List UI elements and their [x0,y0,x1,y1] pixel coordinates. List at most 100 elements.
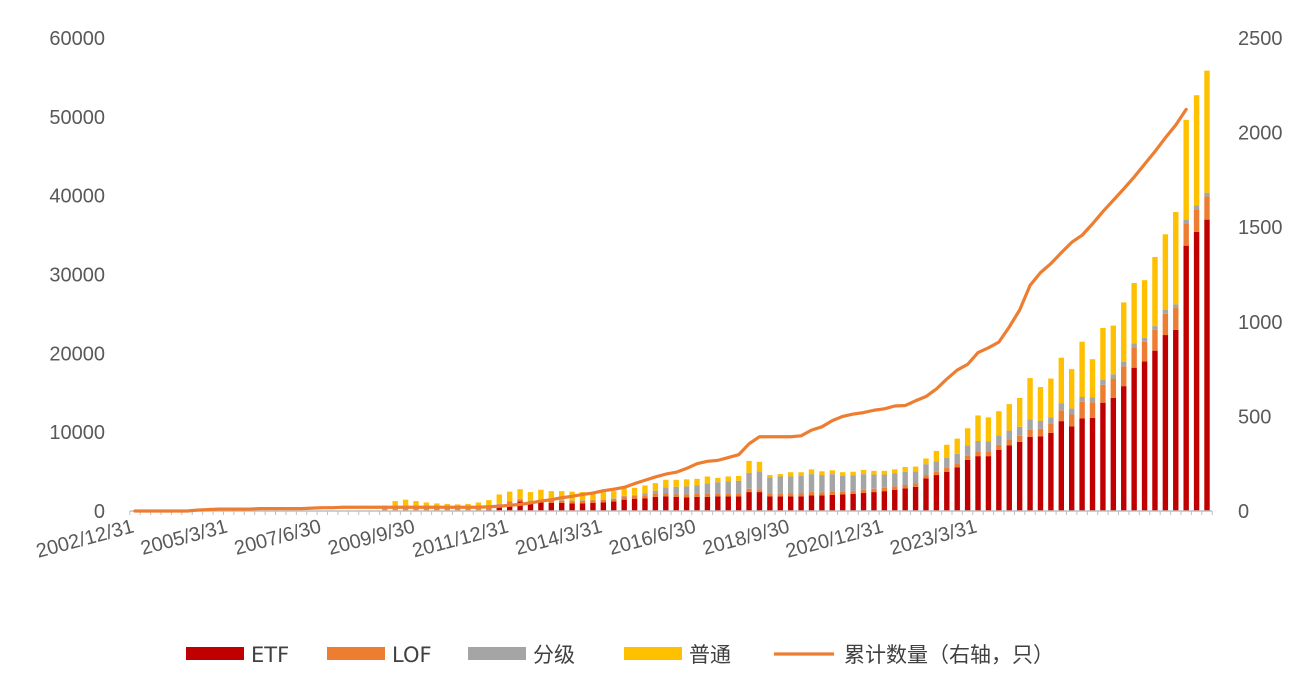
bar-lof-97 [1141,341,1148,362]
bar-lof-72 [881,487,888,492]
bar-lof-60 [756,489,763,493]
bar-graded-24 [382,508,388,510]
bar-etf-48 [631,498,638,511]
legend-label-etf: ETF [251,643,289,667]
bar-lof-64 [798,493,804,497]
bar-regular-80 [964,428,971,446]
bar-graded-53 [683,486,690,495]
bar-lof-100 [1173,308,1179,330]
bar-regular-60 [756,461,763,472]
bar-regular-57 [725,476,731,482]
bar-etf-84 [1006,445,1012,511]
bar-etf-46 [611,501,617,511]
legend: ETF LOF 分级 普通 累计数量（右轴，只） [186,643,1054,667]
bar-lof-70 [860,489,867,494]
bar-lof-37 [517,499,523,502]
bar-lof-65 [808,492,815,496]
bar-lof-85 [1016,435,1023,442]
bar-regular-69 [850,471,856,476]
bar-graded-94 [1110,374,1117,379]
bar-etf-57 [725,496,731,511]
bar-etf-70 [860,493,867,511]
bar-etf-37 [517,501,523,511]
bar-etf-63 [787,496,794,511]
bar-lof-99 [1162,313,1169,336]
bar-lof-81 [975,451,981,457]
bar-lof-59 [746,488,752,493]
bar-lof-61 [767,493,773,497]
bar-etf-66 [819,495,825,511]
bar-regular-85 [1016,397,1023,427]
bar-lof-74 [902,484,908,489]
bar-graded-57 [725,481,731,494]
bar-etf-50 [652,496,659,511]
bar-regular-100 [1173,212,1179,305]
bar-etf-83 [996,449,1002,511]
bar-etf-62 [777,496,783,511]
bar-etf-58 [735,496,742,511]
bar-graded-69 [850,475,856,492]
bar-regular-64 [798,472,804,476]
bar-graded-68 [840,476,846,492]
bar-graded-84 [1006,430,1012,440]
legend-label-cumulative: 累计数量（右轴，只） [844,643,1054,667]
bar-graded-55 [704,483,711,494]
bar-etf-47 [621,499,627,511]
bar-graded-79 [954,453,960,464]
bar-etf-49 [642,498,648,511]
bar-lof-102 [1193,209,1200,232]
bar-graded-90 [1068,408,1075,415]
bar-graded-82 [985,441,992,452]
x-tick-label: 2014/3/31 [513,516,605,560]
bar-etf-64 [798,496,804,511]
bar-regular-66 [819,471,825,476]
bar-graded-92 [1089,397,1096,403]
y-right-tick-label: 1500 [1238,217,1283,239]
bar-regular-38 [527,492,534,501]
bar-regular-98 [1152,257,1158,327]
y-right-tick-label: 0 [1238,501,1249,523]
x-tick-label: 2009/9/30 [326,516,418,560]
bar-graded-74 [902,471,908,485]
bar-regular-75 [912,466,919,472]
bar-graded-95 [1121,362,1127,367]
bar-regular-45 [600,492,607,500]
x-axis-labels: 2002/12/31 2005/3/31 2007/6/30 2009/9/30201… [34,516,979,563]
bar-lof-66 [819,492,825,496]
bar-etf-65 [808,495,815,511]
bar-etf-51 [663,496,669,511]
bar-etf-76 [923,478,929,511]
bar-etf-43 [579,503,586,511]
bar-etf-68 [840,494,846,511]
legend-label-graded: 分级 [533,643,575,667]
bar-lof-49 [642,495,648,499]
bar-lof-77 [933,471,940,476]
bar-graded-102 [1193,205,1200,210]
bar-lof-58 [735,493,742,497]
bar-graded-72 [881,474,888,488]
bar-graded-101 [1183,219,1189,224]
bar-regular-90 [1068,369,1075,409]
bar-lof-79 [954,463,960,468]
bar-etf-72 [881,491,888,511]
bar-etf-54 [694,496,700,511]
bar-lof-42 [569,501,575,504]
bar-regular-51 [663,479,669,488]
bar-etf-41 [559,502,565,511]
bar-lof-87 [1037,428,1044,437]
bar-regular-96 [1131,283,1137,344]
bar-regular-65 [808,469,815,475]
bar-graded-76 [923,464,929,476]
x-tick-label: 2011/12/31 [410,516,511,563]
x-tick-label: 2007/6/30 [232,516,324,560]
bar-lof-93 [1100,384,1106,403]
bar-graded-93 [1100,379,1106,385]
bar-lof-67 [829,491,836,495]
bars-layer [382,70,1210,511]
y-left-tick-label: 40000 [49,186,105,208]
bar-etf-87 [1037,436,1044,511]
bar-regular-68 [840,472,846,476]
bar-lof-91 [1079,401,1085,419]
legend-label-lof: LOF [392,643,432,667]
bar-graded-98 [1152,326,1158,330]
